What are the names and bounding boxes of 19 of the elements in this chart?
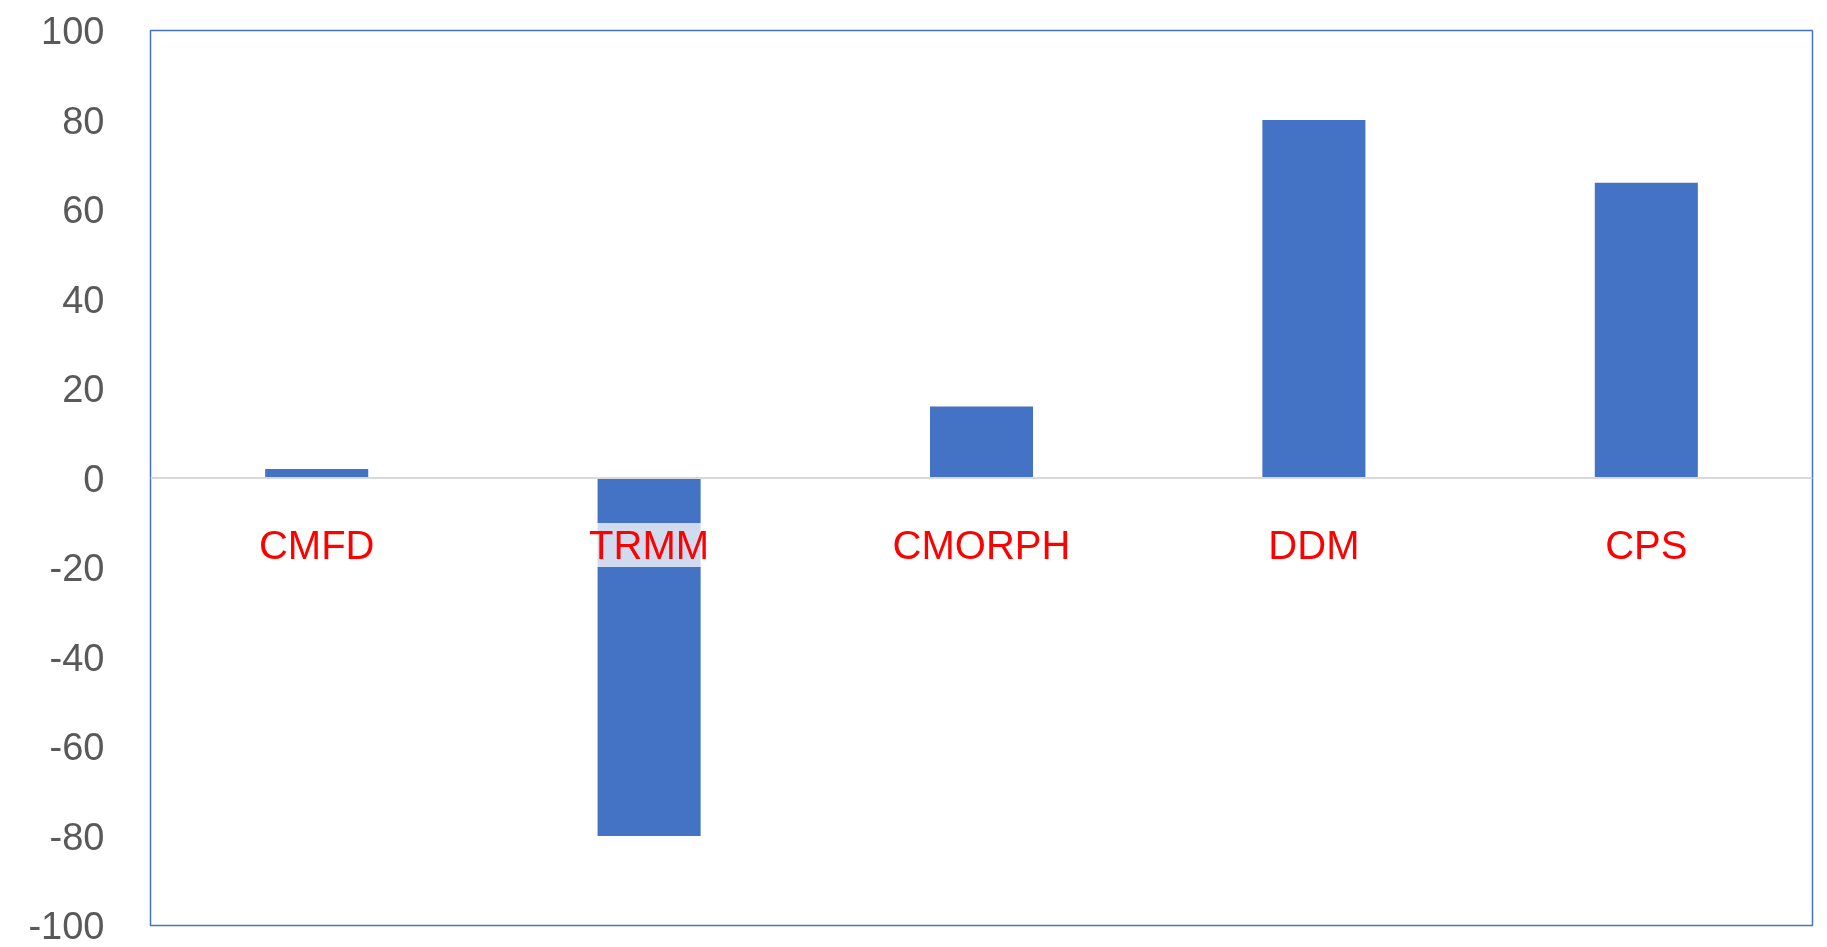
- bar: [1262, 120, 1366, 478]
- y-tick-label: -40: [49, 636, 105, 679]
- y-tick-label: -100: [28, 905, 105, 947]
- y-tick-label: 60: [62, 189, 105, 231]
- y-tick-label: 20: [62, 368, 105, 410]
- x-tick-label: TRMM: [589, 523, 710, 567]
- y-tick-label: 40: [62, 278, 105, 321]
- y-tick-label: 100: [41, 10, 105, 52]
- x-tick-label: DDM: [1268, 523, 1360, 567]
- y-tick-label: -80: [49, 815, 105, 858]
- y-tick-label: -60: [49, 726, 105, 768]
- bar: [1594, 182, 1698, 478]
- y-tick-label: 0: [83, 457, 105, 500]
- y-tick-label: -20: [49, 547, 105, 589]
- x-tick-label: CPS: [1605, 523, 1688, 567]
- y-tick-label: 80: [62, 99, 105, 142]
- x-tick-label: CMORPH: [892, 523, 1071, 567]
- bar: [929, 406, 1034, 478]
- x-tick-label: CMFD: [258, 523, 375, 567]
